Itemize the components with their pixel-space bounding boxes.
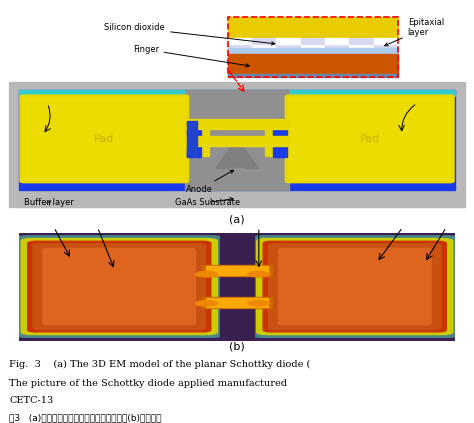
- Bar: [228, 44, 252, 49]
- FancyBboxPatch shape: [15, 236, 224, 337]
- Bar: [228, 17, 398, 77]
- Bar: [187, 122, 197, 156]
- Bar: [219, 233, 255, 341]
- Bar: [325, 44, 349, 49]
- Bar: [187, 121, 201, 157]
- Bar: [228, 54, 398, 74]
- FancyBboxPatch shape: [263, 241, 447, 332]
- Text: 图3   (a)平面肖特基二极管的三维电磁模型，(b)电中心一: 图3 (a)平面肖特基二极管的三维电磁模型，(b)电中心一: [9, 413, 162, 422]
- Text: (a): (a): [229, 214, 245, 224]
- Bar: [202, 297, 272, 308]
- Bar: [207, 299, 267, 307]
- Text: The picture of the Schottky diode applied manufactured: The picture of the Schottky diode applie…: [9, 379, 287, 388]
- Bar: [276, 44, 301, 49]
- Text: Pad: Pad: [360, 134, 380, 144]
- Bar: [276, 38, 301, 44]
- Text: Silicon dioxide: Silicon dioxide: [104, 23, 275, 45]
- Bar: [9, 82, 465, 207]
- Bar: [265, 122, 289, 156]
- Bar: [301, 44, 325, 49]
- FancyBboxPatch shape: [268, 244, 441, 330]
- FancyBboxPatch shape: [250, 236, 459, 337]
- Bar: [228, 38, 252, 44]
- Text: CETC-13: CETC-13: [9, 396, 54, 406]
- FancyBboxPatch shape: [289, 98, 451, 180]
- Bar: [19, 91, 455, 190]
- Polygon shape: [216, 139, 258, 168]
- Bar: [19, 91, 455, 96]
- Bar: [252, 44, 276, 49]
- Bar: [228, 74, 398, 77]
- FancyBboxPatch shape: [23, 98, 185, 180]
- Circle shape: [196, 272, 218, 277]
- Bar: [349, 44, 374, 49]
- FancyBboxPatch shape: [278, 248, 431, 325]
- Bar: [228, 17, 398, 38]
- Bar: [301, 38, 325, 44]
- FancyBboxPatch shape: [20, 95, 189, 183]
- Bar: [185, 91, 289, 190]
- Text: Finger: Finger: [133, 45, 249, 67]
- Bar: [325, 38, 349, 44]
- Bar: [185, 119, 289, 129]
- Bar: [228, 48, 398, 55]
- Bar: [273, 121, 287, 157]
- Bar: [252, 38, 276, 44]
- Bar: [187, 121, 197, 124]
- Bar: [202, 265, 272, 276]
- FancyBboxPatch shape: [21, 239, 218, 335]
- FancyBboxPatch shape: [256, 239, 453, 335]
- Text: Anode: Anode: [186, 170, 234, 194]
- FancyBboxPatch shape: [33, 244, 206, 330]
- Text: Buffer layer: Buffer layer: [24, 198, 73, 207]
- Bar: [185, 135, 289, 146]
- Text: Pad: Pad: [94, 134, 114, 144]
- FancyBboxPatch shape: [43, 248, 196, 325]
- Bar: [207, 266, 267, 275]
- Text: (b): (b): [229, 342, 245, 352]
- Text: GaAs Substrate: GaAs Substrate: [175, 198, 240, 207]
- Bar: [228, 17, 398, 77]
- FancyBboxPatch shape: [27, 241, 211, 332]
- Text: Epitaxial
layer: Epitaxial layer: [384, 18, 444, 46]
- Bar: [374, 44, 398, 49]
- Bar: [349, 38, 374, 44]
- Bar: [374, 38, 398, 44]
- Circle shape: [248, 301, 270, 306]
- Text: Fig.  3    (a) The 3D EM model of the planar Schottky diode (: Fig. 3 (a) The 3D EM model of the planar…: [9, 360, 311, 369]
- Circle shape: [196, 301, 218, 306]
- FancyBboxPatch shape: [285, 95, 454, 183]
- Circle shape: [248, 272, 270, 277]
- Bar: [230, 168, 244, 187]
- Bar: [187, 152, 197, 156]
- Bar: [185, 122, 209, 156]
